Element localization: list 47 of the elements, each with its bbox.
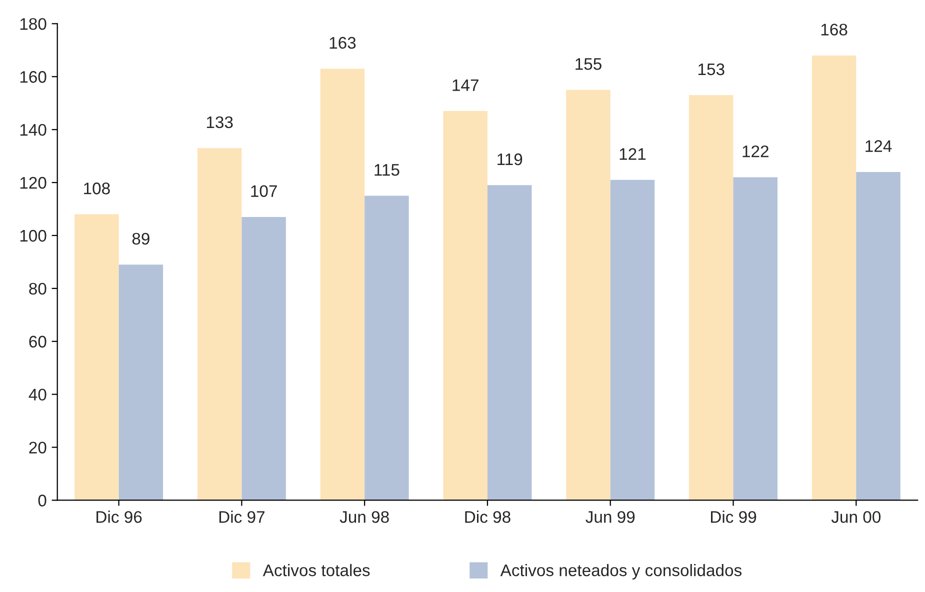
bar: [443, 111, 488, 500]
y-tick-label: 0: [38, 494, 46, 506]
bar: [74, 214, 119, 500]
data-label: 115: [374, 164, 400, 176]
y-tick-label: 180: [20, 18, 46, 30]
data-label: 133: [206, 116, 233, 128]
x-tick-label: Dic 96: [96, 510, 142, 523]
x-tick-label: Jun 99: [586, 511, 635, 523]
data-label: 155: [576, 58, 602, 70]
data-label: 108: [84, 182, 110, 194]
y-tick-label: 80: [29, 282, 46, 295]
bar: [812, 55, 856, 500]
bar: [610, 180, 655, 500]
bar: [566, 90, 610, 500]
y-tick-label: 60: [29, 336, 46, 348]
y-tick-label: 160: [20, 71, 46, 83]
bar: [856, 172, 900, 500]
x-tick-label: Jun 98: [340, 511, 389, 523]
x-tick-label: Dic 98: [465, 510, 510, 523]
bar: [364, 196, 409, 500]
bar: [320, 68, 365, 500]
data-label: 122: [742, 145, 768, 158]
y-tick-label: 140: [20, 124, 46, 136]
legend-label: Activos neteados y consolidados: [500, 564, 742, 580]
data-label: 89: [132, 232, 150, 245]
data-label: 153: [698, 63, 724, 76]
x-tick-label: Dic 99: [711, 510, 756, 523]
data-label: 163: [330, 36, 356, 49]
bar: [242, 216, 286, 500]
bar: [118, 264, 164, 500]
data-label: 124: [866, 140, 892, 152]
y-tick-label: 120: [20, 176, 46, 189]
x-tick-label: Dic 97: [219, 510, 264, 523]
bar: [733, 177, 778, 500]
y-tick-label: 20: [29, 442, 46, 454]
bar: [197, 148, 242, 500]
y-tick-label: 100: [20, 230, 46, 242]
data-label: 107: [251, 185, 277, 197]
data-label: 119: [498, 153, 522, 166]
bar: [487, 185, 532, 500]
x-tick-label: Jun 00: [831, 511, 881, 523]
y-tick-label: 40: [28, 388, 46, 401]
data-label: 147: [452, 79, 478, 91]
data-label: 121: [620, 148, 646, 160]
data-label: 168: [821, 24, 848, 36]
bar: [689, 95, 734, 500]
legend-label: Activos totales: [262, 564, 370, 576]
